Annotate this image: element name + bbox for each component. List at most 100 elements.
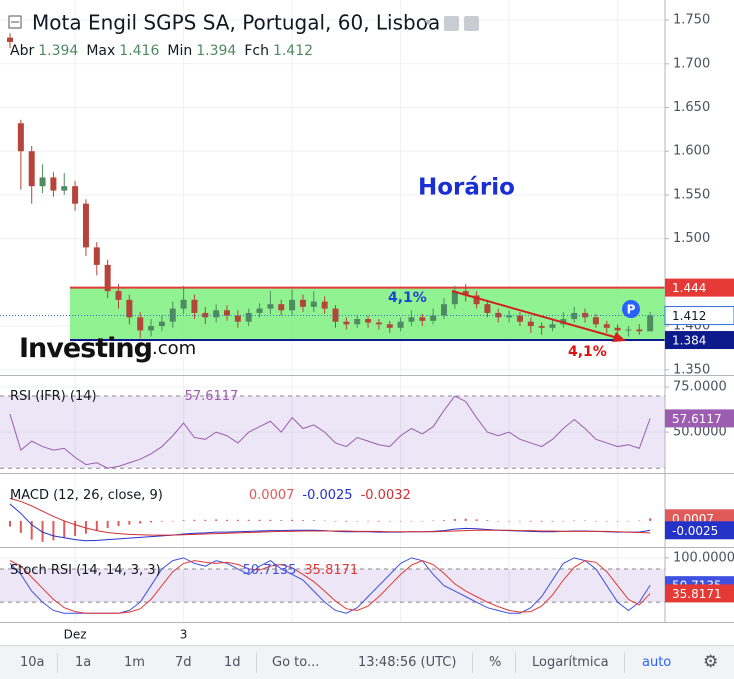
candle-body — [375, 322, 382, 325]
range-button[interactable]: 1d — [224, 655, 241, 670]
separator — [624, 653, 625, 673]
separator — [472, 653, 473, 673]
candle-body — [72, 186, 79, 204]
histogram-bar — [95, 520, 98, 531]
histogram-bar — [377, 520, 380, 522]
indicator-title: RSI (IFR) (14) — [10, 389, 97, 404]
badge[interactable] — [622, 300, 640, 318]
candle-body — [636, 329, 643, 332]
gear-icon[interactable] — [464, 16, 479, 31]
histogram-bar — [573, 520, 576, 522]
candle-body — [321, 301, 328, 309]
histogram-bar — [410, 520, 413, 522]
ohlc-label: Min — [167, 43, 192, 59]
histogram-bar — [291, 519, 294, 521]
histogram-bar — [345, 520, 348, 522]
arrow-head — [612, 332, 626, 342]
histogram-bar — [52, 520, 55, 541]
histogram-bar — [421, 520, 424, 522]
y-tick-label: 1.650 — [673, 100, 710, 115]
histogram-bar — [160, 520, 163, 522]
histogram-bar — [356, 520, 359, 522]
eye-icon[interactable] — [444, 16, 459, 31]
candle-body — [451, 291, 458, 305]
histogram-bar — [301, 520, 304, 521]
clock[interactable]: 13:48:56 (UTC) — [358, 655, 457, 670]
y-tick-label: 1.500 — [673, 231, 710, 246]
percent-button[interactable]: % — [489, 655, 502, 670]
histogram-bar — [616, 520, 619, 522]
histogram-bar — [367, 520, 370, 522]
histogram-bar — [150, 520, 153, 523]
histogram-bar — [540, 520, 543, 522]
range-button[interactable]: 1m — [124, 655, 145, 670]
range-button[interactable]: 7d — [175, 655, 192, 670]
histogram-bar — [30, 520, 33, 540]
y-tick-label: 1.600 — [673, 144, 710, 159]
candle-body — [408, 317, 415, 322]
histogram-bar — [226, 519, 228, 521]
range-button[interactable]: 1a — [75, 655, 92, 670]
candle-body — [17, 123, 24, 152]
y-tick-label: 100.0000 — [673, 550, 734, 565]
auto-button[interactable]: auto — [642, 655, 672, 670]
indicator-title: Stoch RSI (14, 14, 3, 3) — [10, 563, 161, 578]
indicator-line — [9, 395, 651, 469]
candle-body — [397, 321, 404, 328]
candle-body — [484, 304, 491, 313]
histogram-bar — [508, 520, 511, 522]
candle-body — [158, 321, 165, 327]
dropdown[interactable] — [424, 20, 432, 25]
candle-body — [441, 304, 447, 316]
settings-icon[interactable]: ⚙ — [703, 652, 719, 672]
histogram-bar — [443, 520, 445, 521]
histogram-bar — [84, 520, 87, 534]
histogram-bar — [638, 520, 641, 522]
histogram-bar — [247, 519, 250, 521]
histogram-bar — [605, 520, 608, 522]
ohlc-value: 1.394 — [38, 43, 78, 59]
range-button[interactable]: 10a — [20, 655, 45, 670]
candle-body — [245, 312, 252, 322]
axis-tag-label: 1.384 — [672, 334, 706, 348]
ohlc-label: Max — [86, 43, 115, 59]
candle-body — [354, 319, 361, 325]
log-button[interactable]: Logarítmica — [532, 655, 609, 670]
candle-body — [299, 299, 306, 307]
histogram-bar — [258, 519, 261, 521]
candle-body — [180, 299, 187, 309]
histogram-bar — [106, 520, 109, 529]
candle-body — [28, 151, 35, 187]
candle-body — [191, 299, 198, 313]
candle-body — [7, 37, 13, 42]
candle-body — [61, 186, 68, 191]
candle-body — [169, 308, 176, 322]
histogram-bar — [236, 519, 239, 521]
axis-tag-label: 1.444 — [672, 281, 706, 295]
histogram-bar — [627, 520, 630, 522]
candle-body — [386, 324, 393, 328]
ohlc-value: 1.416 — [119, 43, 159, 59]
indicator-legend: Stoch RSI (14, 14, 3, 3) 50.7135 35.8171 — [10, 563, 358, 578]
candle-body — [419, 317, 426, 321]
candle-body — [278, 304, 285, 311]
ohlc-label: Abr — [10, 43, 34, 59]
indicator-legend: MACD (12, 26, close, 9) 0.0007 -0.0025 -0.0… — [10, 488, 411, 503]
candle-body — [93, 247, 100, 265]
histogram-bar — [594, 520, 597, 522]
candle-body — [148, 326, 155, 331]
y-tick-label: 50.0000 — [673, 425, 727, 440]
candle-body — [365, 319, 372, 323]
histogram-bar — [19, 520, 22, 533]
indicator-line — [9, 497, 651, 536]
indicator-value: 0.0007 — [249, 488, 295, 503]
axis-tag — [665, 331, 734, 350]
goto-button[interactable]: Go to... — [272, 655, 320, 670]
x-tick-label: Dez — [64, 628, 87, 642]
watermark-text: .com — [152, 338, 196, 359]
candle-body — [430, 315, 437, 321]
candle-body — [104, 264, 111, 292]
candle-body — [50, 177, 57, 191]
axis-tag — [665, 278, 734, 297]
histogram-bar — [399, 520, 402, 522]
